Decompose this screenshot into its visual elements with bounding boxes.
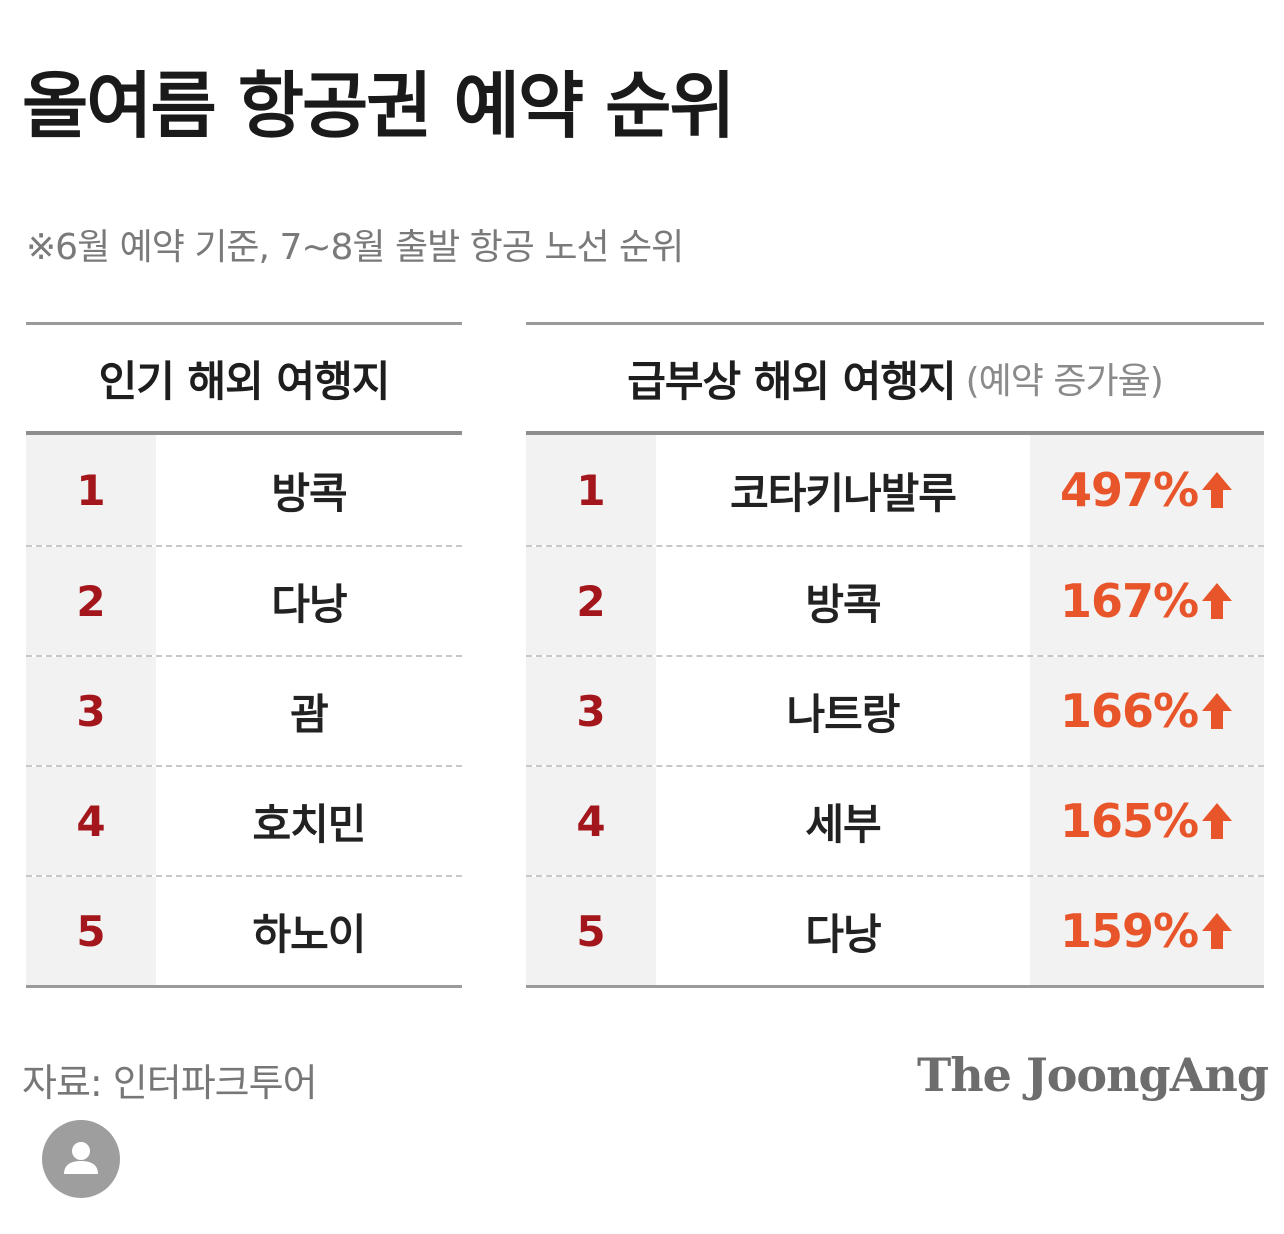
table-row: 5 하노이	[26, 875, 462, 985]
increase-value: 167%	[1059, 574, 1199, 628]
destination-name: 세부	[805, 799, 881, 849]
brand-logo: The JoongAng	[917, 1048, 1269, 1102]
increase-value: 497%	[1059, 463, 1199, 517]
table-row: 2 다낭	[26, 545, 462, 655]
increase-cell: 159%	[1030, 877, 1264, 985]
increase-cell: 166%	[1030, 657, 1264, 765]
table-row: 1 코타키나발루 497%	[526, 435, 1264, 545]
page-title: 올여름 항공권 예약 순위	[22, 64, 736, 148]
table-row: 4 호치민	[26, 765, 462, 875]
table-body: 1 방콕 2 다낭 3 괌 4 호치민 5 하노이	[26, 435, 462, 985]
arrow-up-icon	[1202, 913, 1233, 949]
table-note: (예약 증가율)	[965, 361, 1164, 402]
rank-number: 5	[526, 877, 656, 985]
destination-name: 다낭	[271, 579, 347, 629]
rising-destinations-table: 급부상 해외 여행지 (예약 증가율) 1 코타키나발루 497% 2 방콕 167% 3 나…	[526, 322, 1264, 988]
person-icon[interactable]	[42, 1120, 120, 1198]
table-top-rule	[26, 322, 462, 325]
destination-name: 호치민	[252, 799, 367, 849]
table-row: 2 방콕 167%	[526, 545, 1264, 655]
table-bottom-rule	[526, 985, 1264, 988]
destination-name: 방콕	[805, 579, 881, 629]
table-row: 3 나트랑 166%	[526, 655, 1264, 765]
table-top-rule	[526, 322, 1264, 325]
rank-number: 3	[26, 657, 156, 765]
destination-name: 코타키나발루	[730, 468, 957, 518]
table-header: 급부상 해외 여행지 (예약 증가율)	[526, 325, 1264, 431]
table-row: 5 다낭 159%	[526, 875, 1264, 985]
destination-name: 방콕	[271, 468, 347, 518]
table-row: 4 세부 165%	[526, 765, 1264, 875]
table-body: 1 코타키나발루 497% 2 방콕 167% 3 나트랑 166% 4 세부 165% 5 다낭 159%	[526, 435, 1264, 985]
arrow-up-icon	[1202, 693, 1233, 729]
header-rule	[26, 431, 462, 435]
popular-destinations-table: 인기 해외 여행지 1 방콕 2 다낭 3 괌 4 호치민 5 하노이	[26, 322, 462, 988]
increase-cell: 497%	[1030, 435, 1264, 545]
arrow-up-icon	[1202, 583, 1233, 619]
rank-number: 4	[26, 767, 156, 875]
destination-name: 나트랑	[786, 689, 901, 739]
table-row: 1 방콕	[26, 435, 462, 545]
source-credit: 자료: 인터파크투어	[22, 1061, 318, 1105]
increase-value: 159%	[1059, 904, 1199, 958]
subtitle: ※6월 예약 기준, 7~8월 출발 항공 노선 순위	[26, 227, 684, 268]
rank-number: 5	[26, 877, 156, 985]
arrow-up-icon	[1202, 472, 1233, 508]
table-title: 인기 해외 여행지	[98, 356, 391, 406]
rank-number: 3	[526, 657, 656, 765]
table-bottom-rule	[26, 985, 462, 988]
rank-number: 2	[26, 547, 156, 655]
rank-number: 1	[526, 435, 656, 545]
destination-name: 다낭	[805, 909, 881, 959]
table-header: 인기 해외 여행지	[26, 325, 462, 431]
arrow-up-icon	[1202, 803, 1233, 839]
header-rule	[526, 431, 1264, 435]
rank-number: 1	[26, 435, 156, 545]
increase-cell: 165%	[1030, 767, 1264, 875]
table-title: 급부상 해외 여행지	[627, 356, 956, 406]
destination-name: 하노이	[252, 909, 367, 959]
destination-name: 괌	[290, 689, 329, 739]
increase-cell: 167%	[1030, 547, 1264, 655]
rank-number: 2	[526, 547, 656, 655]
increase-value: 165%	[1059, 794, 1199, 848]
rank-number: 4	[526, 767, 656, 875]
increase-value: 166%	[1059, 684, 1199, 738]
